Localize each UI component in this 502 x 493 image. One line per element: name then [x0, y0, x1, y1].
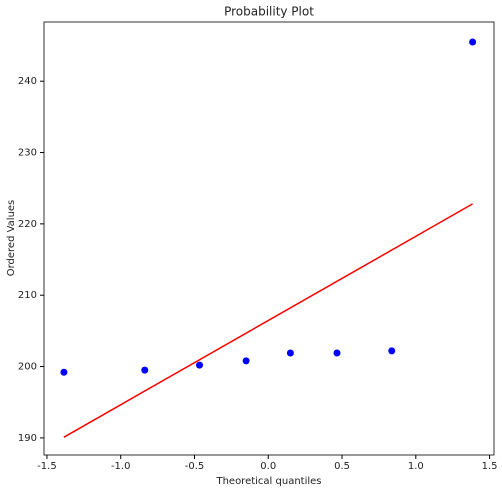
data-point: [333, 349, 341, 357]
plot-frame: [43, 21, 495, 456]
x-tick-label: 1.0: [408, 461, 424, 472]
data-point: [60, 368, 68, 376]
x-tick-label: -1.0: [111, 461, 131, 472]
data-point: [388, 347, 396, 355]
x-axis-label: Theoretical quantiles: [215, 476, 321, 487]
chart-title: Probability Plot: [224, 5, 314, 19]
fit-line: [63, 203, 473, 438]
x-tick-label: 0.5: [334, 461, 350, 472]
y-tick-label: 220: [18, 219, 37, 230]
data-point: [141, 366, 149, 374]
y-tick-label: 210: [18, 290, 37, 301]
data-point: [196, 361, 204, 369]
x-tick-label: -1.5: [37, 461, 57, 472]
x-tick-label: 1.5: [482, 461, 498, 472]
data-point: [469, 38, 477, 46]
data-point: [242, 357, 250, 365]
y-tick-label: 230: [18, 148, 37, 159]
x-tick-label: -0.5: [185, 461, 205, 472]
y-tick-label: 190: [18, 433, 37, 444]
data-point: [286, 349, 294, 357]
y-tick-label: 240: [18, 76, 37, 87]
x-tick-label: 0.0: [260, 461, 276, 472]
y-axis-label: Ordered Values: [6, 200, 17, 277]
y-tick-label: 200: [18, 362, 37, 373]
